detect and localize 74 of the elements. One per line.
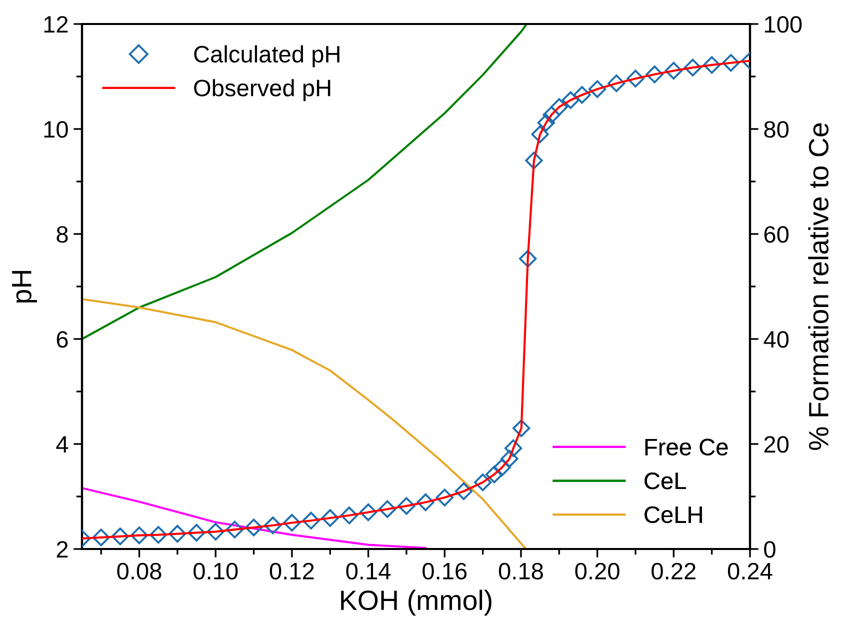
x-tick-label: 0.24 <box>728 562 772 580</box>
point <box>188 524 206 542</box>
y-axis-title: pH <box>12 271 37 302</box>
point <box>588 80 606 98</box>
point <box>722 54 740 72</box>
point <box>493 458 511 476</box>
point <box>130 526 148 544</box>
point <box>537 114 555 132</box>
point <box>626 70 644 88</box>
point <box>512 419 530 438</box>
point <box>500 450 518 468</box>
point <box>542 106 560 124</box>
x-tick-label: 0.22 <box>652 562 696 580</box>
point <box>474 473 492 492</box>
point <box>531 125 549 144</box>
point <box>92 528 110 546</box>
point <box>150 526 168 544</box>
x-tick-label: 0.10 <box>194 562 238 580</box>
line-series <box>82 298 527 549</box>
point <box>646 66 664 84</box>
point <box>454 482 473 500</box>
point <box>485 466 504 484</box>
point <box>702 56 721 74</box>
legend-label: Calculated pH <box>194 45 340 68</box>
y2-tick-label: 40 <box>764 331 789 348</box>
point <box>664 62 682 80</box>
x-tick-label: 0.16 <box>422 562 467 580</box>
point <box>340 506 358 524</box>
y-tick-label: 4 <box>56 436 68 453</box>
point <box>168 524 186 543</box>
point <box>550 98 568 116</box>
x-tick-label: 0.20 <box>575 562 620 580</box>
x-tick-label: 0.08 <box>117 562 162 580</box>
point <box>504 439 522 458</box>
point <box>562 91 580 109</box>
point <box>684 58 702 76</box>
y2-tick-label: 20 <box>764 436 789 453</box>
point <box>302 512 320 530</box>
legend-label: CeL <box>644 472 686 490</box>
legend-label: CeLH <box>644 506 702 524</box>
x-axis-title: KOH (mmol) <box>341 590 492 616</box>
point <box>378 500 396 518</box>
point <box>436 488 454 506</box>
y-tick-label: 10 <box>44 121 68 138</box>
y2-tick-label: 100 <box>764 16 802 33</box>
point <box>416 493 434 512</box>
y2-axis-title: % Formation relative to Ce <box>808 123 829 450</box>
point <box>398 497 416 515</box>
y2-tick-label: 80 <box>764 121 789 138</box>
y2-tick-label: 60 <box>764 226 789 243</box>
x-tick-label: 0.18 <box>498 562 543 580</box>
y-tick-label: 8 <box>56 226 68 243</box>
x-tick-label: 0.14 <box>346 562 391 580</box>
point <box>283 514 301 532</box>
point <box>264 516 282 534</box>
line-series <box>82 487 427 549</box>
line-series <box>82 24 528 340</box>
y-tick-label: 6 <box>56 331 68 348</box>
point <box>519 250 537 268</box>
point <box>321 509 339 527</box>
point <box>206 522 224 541</box>
legend-label: Free Ce <box>645 438 728 456</box>
y2-tick-label: 0 <box>764 541 776 558</box>
y-tick-label: 2 <box>56 541 68 558</box>
point <box>573 86 591 104</box>
x-tick-label: 0.12 <box>270 562 314 580</box>
point <box>359 503 378 522</box>
point <box>608 74 626 92</box>
point <box>525 152 543 170</box>
y-tick-label: 12 <box>44 16 68 33</box>
point <box>244 518 263 536</box>
point <box>111 528 130 546</box>
legend-label: Observed pH <box>194 79 330 102</box>
point <box>226 520 244 538</box>
